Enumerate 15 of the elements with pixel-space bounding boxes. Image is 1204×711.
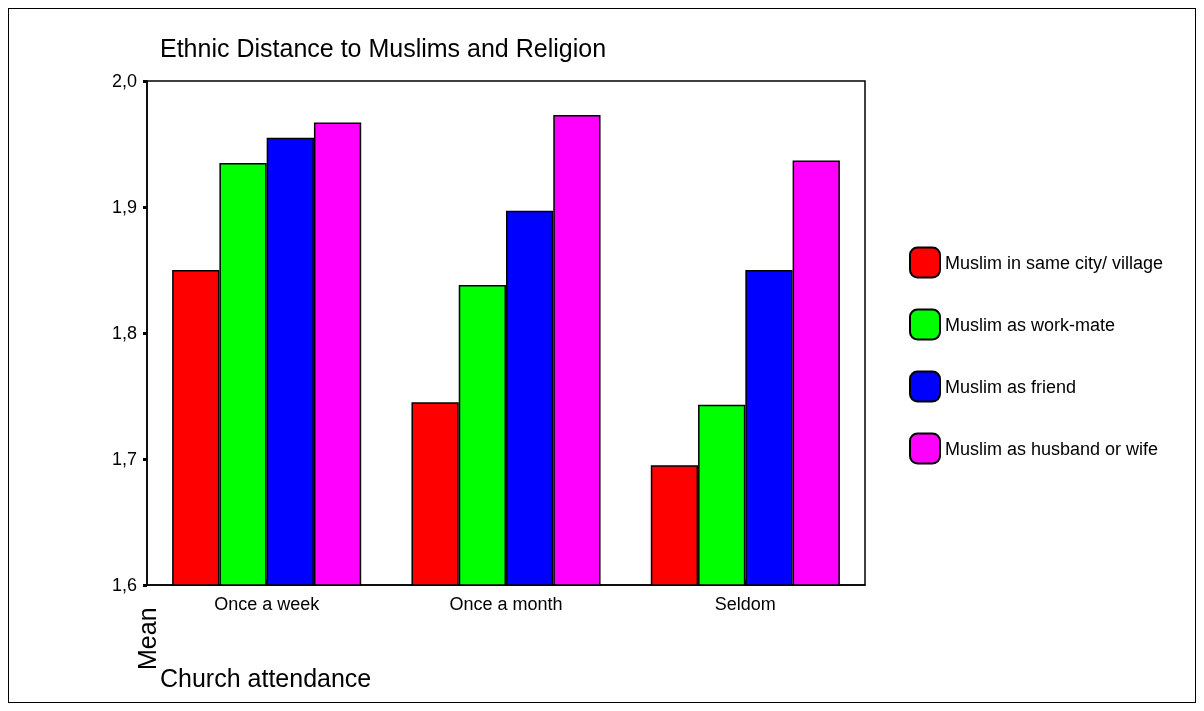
y-axis-title: Mean [133,607,161,670]
y-tick-label: 1,6 [111,575,137,595]
y-tick-label: 2,0 [111,71,137,91]
legend-label: Muslim in same city/ village [945,252,1164,273]
y-tick-label: 1,8 [111,323,137,343]
legend-label: Muslim as friend [945,376,1077,397]
x-tick-label: Seldom [714,594,776,614]
chart-title: Ethnic Distance to Muslims and Religion [160,33,607,62]
x-tick-label: Once a month [449,594,563,614]
legend-label: Muslim as husband or wife [945,438,1159,459]
y-tick-label: 1,9 [111,197,137,217]
y-tick-label: 1,7 [111,449,137,469]
x-axis-title: Church attendance [160,663,372,692]
legend-label: Muslim as work-mate [945,314,1116,335]
x-tick-label: Once a week [214,594,321,614]
